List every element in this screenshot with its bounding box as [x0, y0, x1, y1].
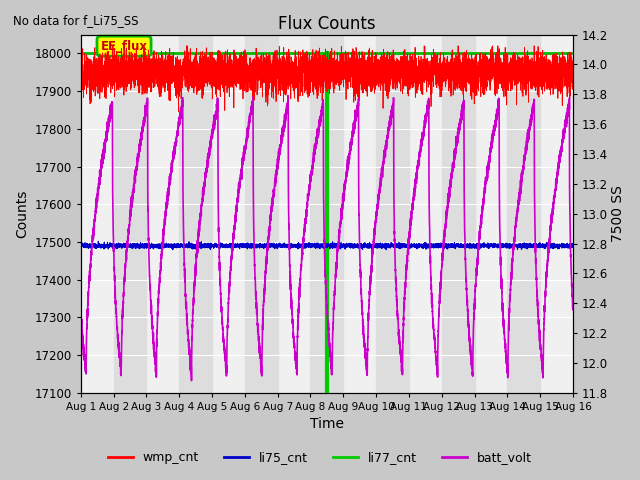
Legend: wmp_cnt, li75_cnt, li77_cnt, batt_volt: wmp_cnt, li75_cnt, li77_cnt, batt_volt — [103, 446, 537, 469]
Bar — [508, 35, 540, 393]
Bar — [114, 35, 147, 393]
Text: EE_flux: EE_flux — [100, 40, 147, 53]
X-axis label: Time: Time — [310, 418, 344, 432]
Text: No data for f_Li75_SS: No data for f_Li75_SS — [13, 14, 138, 27]
Y-axis label: 7500 SS: 7500 SS — [611, 185, 625, 242]
Bar — [310, 35, 343, 393]
Bar — [442, 35, 474, 393]
Bar — [245, 35, 278, 393]
Y-axis label: Counts: Counts — [15, 190, 29, 238]
Title: Flux Counts: Flux Counts — [278, 15, 376, 33]
Bar — [179, 35, 212, 393]
Bar — [376, 35, 409, 393]
